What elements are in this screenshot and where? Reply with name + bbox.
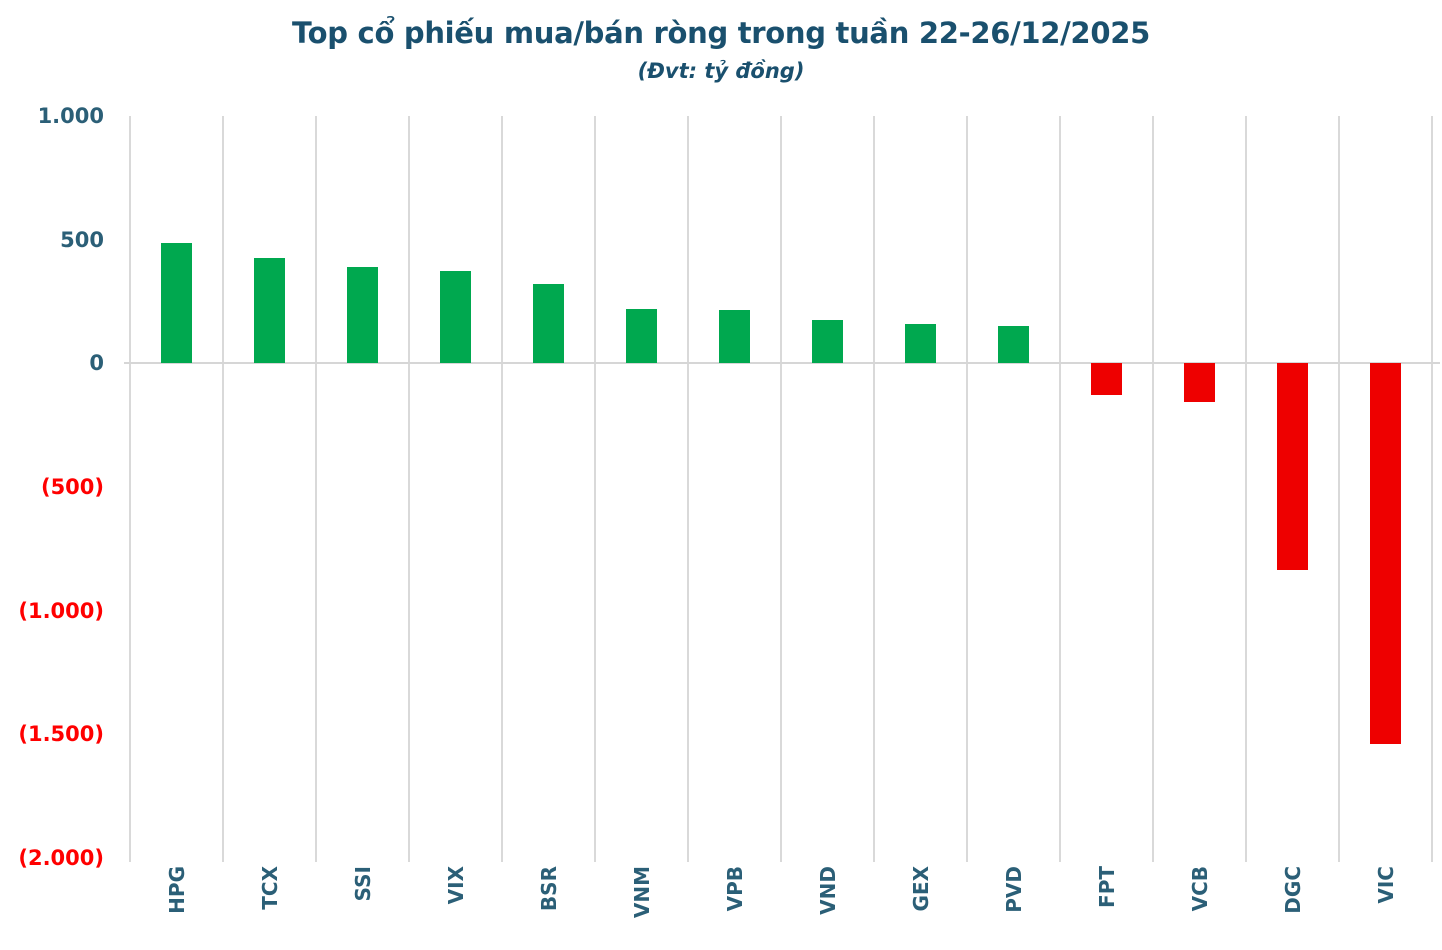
- bar-vnm: [626, 308, 657, 364]
- vertical-gridline: [1152, 116, 1154, 862]
- y-tick-label: (500): [40, 475, 104, 499]
- vertical-gridline: [315, 116, 317, 862]
- vertical-gridline: [501, 116, 503, 862]
- x-label-bsr: BSR: [536, 866, 561, 912]
- bar-vcb: [1184, 363, 1215, 402]
- y-tick-label: 500: [60, 227, 104, 252]
- y-tick-label: 0: [89, 351, 104, 376]
- y-tick-label: 1.000: [37, 104, 104, 128]
- vertical-gridline: [873, 116, 875, 862]
- vertical-gridline: [129, 116, 131, 862]
- x-label-pvd: PVD: [1001, 866, 1026, 913]
- bar-bsr: [533, 284, 564, 364]
- y-tick-label: (1.500): [18, 722, 104, 747]
- x-label-vnd: VND: [815, 866, 840, 915]
- bar-tcx: [254, 258, 285, 364]
- bar-pvd: [998, 326, 1029, 364]
- vertical-gridline: [1431, 116, 1433, 862]
- x-label-vic: VIC: [1373, 866, 1398, 904]
- x-label-fpt: FPT: [1094, 866, 1119, 908]
- x-label-vcb: VCB: [1187, 866, 1212, 912]
- vertical-gridline: [594, 116, 596, 862]
- x-label-vix: VIX: [443, 866, 468, 905]
- bar-ssi: [347, 266, 378, 364]
- vertical-gridline: [1338, 116, 1340, 862]
- chart-subtitle: (Đvt: tỷ đồng): [637, 59, 805, 83]
- bar-vic: [1370, 363, 1401, 745]
- bar-gex: [905, 323, 936, 364]
- vertical-gridline: [780, 116, 782, 862]
- chart-title: Top cổ phiếu mua/bán ròng trong tuần 22-…: [292, 16, 1150, 50]
- zero-axis-line: [124, 362, 1440, 365]
- bar-vix: [440, 270, 471, 364]
- x-label-tcx: TCX: [257, 866, 282, 910]
- bar-vnd: [812, 320, 843, 364]
- vertical-gridline: [966, 116, 968, 862]
- vertical-gridline: [1245, 116, 1247, 862]
- vertical-gridline: [408, 116, 410, 862]
- x-label-ssi: SSI: [350, 866, 375, 902]
- x-label-vnm: VNM: [629, 866, 654, 919]
- y-tick-label: (1.000): [18, 598, 104, 623]
- x-label-hpg: HPG: [164, 866, 189, 914]
- bar-vpb: [719, 310, 750, 364]
- bar-dgc: [1277, 363, 1308, 570]
- vertical-gridline: [687, 116, 689, 862]
- x-label-vpb: VPB: [722, 866, 747, 912]
- bar-hpg: [161, 243, 192, 364]
- vertical-gridline: [222, 116, 224, 862]
- x-label-dgc: DGC: [1280, 866, 1305, 914]
- x-label-gex: GEX: [908, 866, 933, 912]
- y-tick-label: (2.000): [18, 846, 104, 870]
- vertical-gridline: [1059, 116, 1061, 862]
- bar-fpt: [1091, 363, 1122, 396]
